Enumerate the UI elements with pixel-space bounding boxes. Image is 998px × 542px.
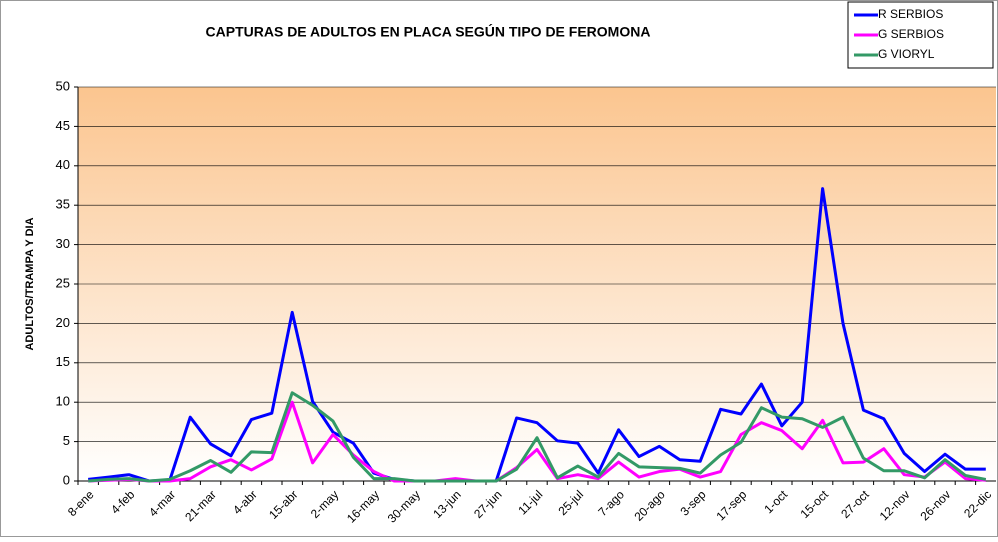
series-line: [88, 391, 987, 483]
series-line: [88, 187, 986, 483]
y-tick-label: 0: [63, 472, 70, 487]
chart-title: CAPTURAS DE ADULTOS EN PLACA SEGÚN TIPO …: [206, 23, 651, 40]
y-tick-label: 10: [56, 394, 70, 409]
legend-label: G SERBIOS: [878, 27, 944, 41]
y-tick-label: 40: [56, 157, 70, 172]
y-tick-label: 45: [56, 118, 70, 133]
y-tick-label: 50: [56, 78, 70, 93]
y-tick-label: 30: [56, 236, 70, 251]
y-tick-label: 35: [56, 197, 70, 212]
y-tick-label: 5: [63, 433, 70, 448]
y-tick-label: 15: [56, 354, 70, 369]
y-axis-label: ADULTOS/TRAMPA Y DIA: [24, 217, 36, 350]
y-tick-label: 25: [56, 275, 70, 290]
y-tick-label: 20: [56, 315, 70, 330]
legend-label: G VIORYL: [878, 47, 935, 61]
series-line: [88, 400, 986, 483]
legend-label: R SERBIOS: [878, 7, 943, 21]
